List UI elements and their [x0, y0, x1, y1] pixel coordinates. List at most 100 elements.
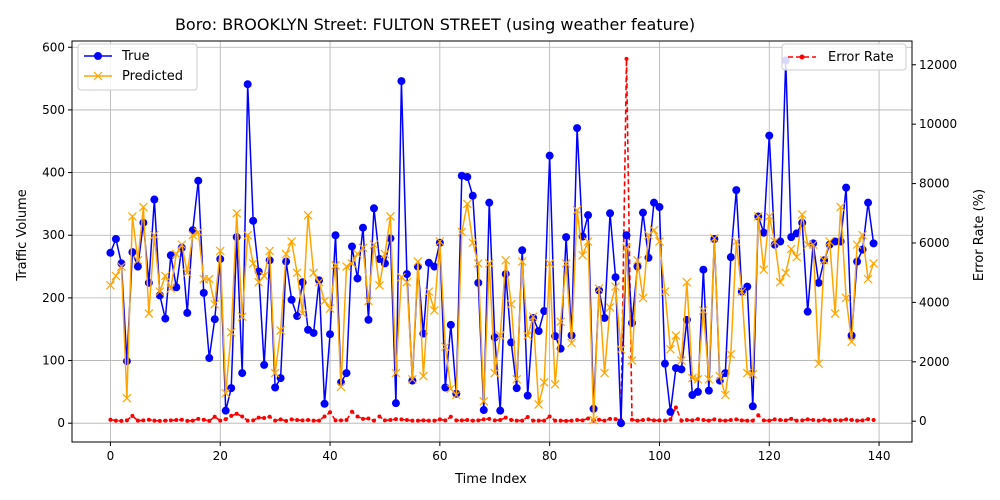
- data-point: [523, 331, 533, 340]
- data-point: [781, 268, 791, 278]
- data-point: [432, 418, 437, 423]
- data-point: [339, 418, 344, 423]
- data-point: [709, 233, 719, 243]
- data-point: [731, 237, 741, 246]
- data-point: [111, 234, 120, 243]
- data-point: [177, 240, 187, 250]
- data-point: [204, 274, 214, 284]
- data-point: [759, 265, 769, 275]
- data-point: [622, 231, 631, 240]
- data-point: [764, 212, 774, 221]
- data-point: [759, 228, 768, 237]
- x-tick-label: 40: [322, 449, 337, 463]
- data-point: [687, 373, 697, 383]
- data-point: [869, 239, 878, 248]
- data-point: [816, 418, 821, 423]
- data-point: [778, 418, 783, 423]
- plot-frame: [71, 40, 913, 443]
- data-point: [518, 246, 527, 255]
- data-point: [531, 418, 536, 423]
- data-point: [528, 312, 538, 322]
- data-point: [407, 374, 417, 384]
- data-point: [119, 418, 124, 423]
- data-point: [391, 399, 400, 408]
- data-point: [770, 237, 780, 246]
- data-point: [695, 417, 700, 422]
- data-point: [133, 262, 142, 271]
- data-point: [690, 418, 695, 423]
- data-point: [201, 417, 206, 422]
- data-point: [638, 208, 647, 217]
- axes: 0 20 40 60 80 100 120 1400100200300400500600020…: [42, 40, 957, 463]
- data-point: [248, 259, 258, 268]
- data-point: [655, 237, 664, 246]
- data-point: [435, 237, 445, 246]
- data-point: [501, 255, 511, 265]
- data-point: [720, 390, 730, 400]
- data-point: [130, 413, 135, 418]
- data-point: [748, 402, 757, 411]
- series-true: [106, 56, 878, 428]
- data-point: [259, 271, 269, 281]
- data-point: [193, 227, 203, 237]
- data-point: [753, 212, 763, 221]
- data-point: [260, 360, 269, 369]
- data-point: [792, 252, 802, 262]
- data-point: [849, 418, 854, 423]
- y-axis-label: Traffic Volume: [15, 189, 30, 282]
- data-point: [106, 248, 115, 257]
- data-point: [237, 312, 247, 322]
- data-point: [608, 416, 613, 421]
- data-point: [221, 406, 230, 415]
- data-point: [196, 416, 201, 421]
- data-point: [353, 274, 362, 283]
- data-point: [205, 354, 214, 363]
- y-tick-label: 200: [42, 291, 65, 305]
- data-point: [750, 418, 755, 423]
- data-point: [717, 418, 722, 423]
- data-point: [660, 287, 670, 297]
- data-point: [215, 246, 225, 256]
- data-point: [562, 233, 571, 242]
- data-point: [745, 418, 750, 423]
- data-point: [666, 344, 675, 354]
- legend-label-predicted: Predicted: [122, 69, 183, 84]
- data-point: [726, 253, 735, 262]
- data-point: [166, 284, 176, 293]
- data-point: [540, 307, 549, 316]
- data-point: [238, 369, 247, 378]
- data-point: [624, 56, 629, 61]
- data-point: [673, 405, 678, 410]
- data-point: [243, 230, 253, 240]
- data-point: [331, 231, 340, 240]
- data-point: [358, 243, 368, 253]
- y2-tick-label: 6000: [919, 236, 950, 250]
- series-error-rate: [108, 56, 876, 423]
- data-point: [377, 414, 382, 419]
- data-point: [558, 418, 563, 423]
- legend-left: True Predicted: [77, 43, 198, 91]
- data-point: [580, 418, 585, 423]
- data-point: [210, 315, 219, 324]
- data-point: [342, 369, 351, 378]
- data-point: [364, 315, 373, 324]
- data-point: [240, 414, 245, 419]
- data-point: [679, 418, 684, 423]
- data-point: [421, 418, 426, 423]
- data-point: [106, 280, 115, 290]
- data-point: [344, 418, 349, 423]
- data-point: [838, 418, 843, 423]
- data-point: [295, 418, 300, 423]
- data-point: [630, 417, 634, 422]
- data-point: [638, 293, 648, 303]
- data-point: [534, 399, 544, 409]
- data-point: [765, 131, 774, 140]
- data-point: [484, 259, 494, 268]
- data-point: [553, 418, 558, 423]
- data-point: [827, 418, 832, 423]
- data-point: [495, 331, 505, 340]
- x-tick-label: 60: [432, 449, 447, 463]
- data-point: [671, 331, 681, 340]
- data-point: [509, 418, 514, 423]
- y2-tick-label: 0: [919, 414, 927, 428]
